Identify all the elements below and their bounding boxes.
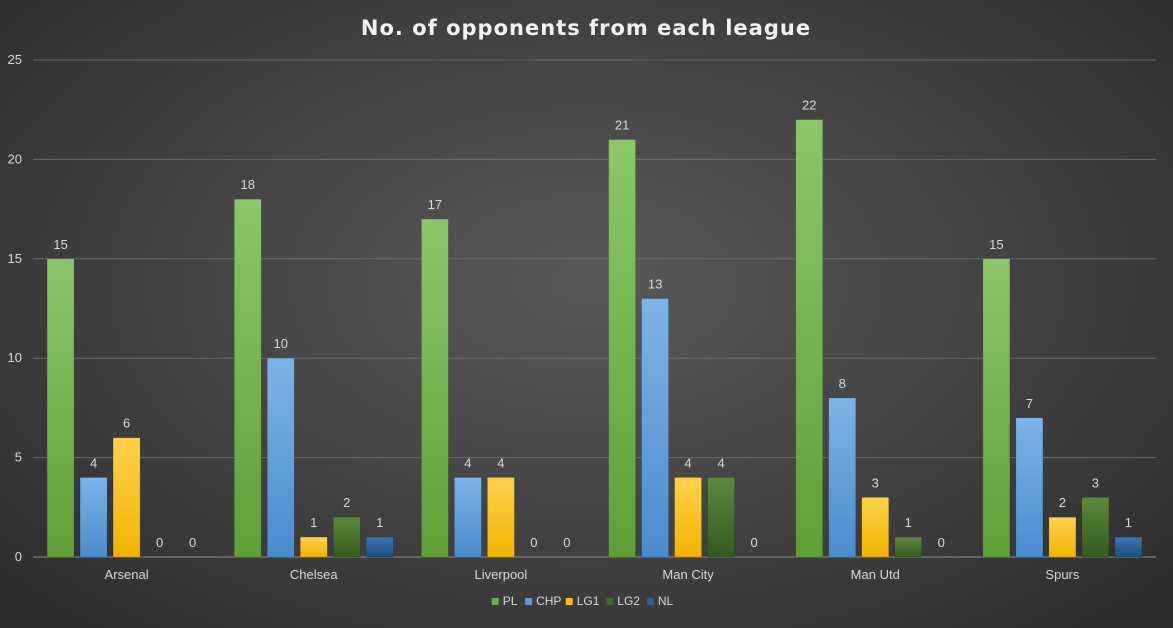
legend-label: NL [658, 594, 674, 608]
legend-item-lg2: LG2 [606, 594, 640, 608]
data-label: 0 [189, 535, 196, 550]
bar-pl-man-city [608, 139, 636, 558]
legend-item-nl: NL [646, 594, 674, 608]
legend-swatch [525, 598, 533, 605]
data-label: 1 [905, 515, 912, 530]
bar-lg2-man-utd [894, 536, 922, 558]
x-category-label: Arsenal [105, 567, 149, 582]
data-label: 4 [497, 455, 504, 470]
bar-chp-man-city [641, 298, 669, 558]
bar-chp-spurs [1015, 417, 1044, 558]
data-label: 0 [156, 535, 163, 550]
x-category-label: Chelsea [290, 567, 338, 582]
y-tick-label: 5 [15, 450, 22, 465]
data-label: 1 [1125, 515, 1132, 530]
bar-pl-arsenal [46, 258, 75, 558]
data-label: 0 [938, 535, 945, 550]
data-label: 15 [989, 237, 1003, 252]
y-tick-label: 25 [8, 52, 22, 67]
x-category-label: Spurs [1045, 567, 1079, 582]
legend-swatch [491, 598, 499, 605]
bar-chp-man-utd [828, 397, 856, 558]
bar-nl-chelsea [366, 536, 394, 558]
data-label: 17 [428, 197, 442, 212]
legend-swatch [565, 598, 573, 605]
y-tick-label: 15 [8, 251, 22, 266]
bar-chp-liverpool [454, 477, 482, 558]
legend-swatch [646, 598, 654, 605]
data-label: 3 [1092, 475, 1099, 490]
x-category-label: Liverpool [475, 567, 528, 582]
bar-lg2-man-city [707, 477, 735, 558]
bar-lg1-arsenal [112, 437, 141, 558]
bar-nl-spurs [1114, 536, 1143, 558]
legend-item-lg1: LG1 [565, 594, 600, 608]
legend-label: LG1 [577, 594, 600, 608]
data-label: 4 [684, 455, 691, 470]
bar-lg1-man-city [674, 477, 702, 558]
data-label: 8 [839, 376, 846, 391]
y-tick-label: 10 [8, 350, 22, 365]
data-label: 3 [872, 475, 879, 490]
data-label: 21 [615, 118, 629, 133]
x-category-label: Man City [662, 567, 714, 582]
data-label: 13 [648, 277, 662, 292]
bar-lg1-man-utd [861, 497, 889, 558]
data-label: 22 [802, 98, 816, 113]
bar-pl-chelsea [234, 198, 262, 558]
y-tick-label: 20 [8, 151, 22, 166]
data-label: 18 [241, 177, 255, 192]
data-label: 4 [464, 455, 471, 470]
bar-lg2-chelsea [333, 516, 361, 558]
data-label: 1 [310, 515, 317, 530]
data-label: 4 [90, 455, 97, 470]
bar-lg1-spurs [1048, 516, 1077, 558]
data-label: 2 [343, 495, 350, 510]
bar-lg2-spurs [1081, 497, 1110, 558]
data-label: 4 [717, 455, 724, 470]
x-axis-categories: Arsenal Chelsea Liverpool Man City Man Utd Sp… [105, 567, 1080, 582]
data-label: 6 [123, 416, 130, 431]
bar-lg1-liverpool [487, 477, 515, 558]
data-label: 7 [1026, 396, 1033, 411]
legend-label: PL [503, 594, 518, 608]
legend-item-chp: CHP [525, 594, 561, 608]
x-category-label: Man Utd [851, 567, 900, 582]
data-label: 0 [750, 535, 757, 550]
y-axis-ticks: 0 5 10 15 20 25 [8, 52, 22, 564]
legend: PL CHP LG1 LG2 NL [491, 594, 674, 608]
data-label: 1 [376, 515, 383, 530]
bar-pl-liverpool [421, 218, 449, 558]
data-label: 0 [563, 535, 570, 550]
gridlines [33, 59, 1156, 558]
bars [46, 119, 1143, 558]
bar-lg1-chelsea [300, 536, 328, 558]
bar-pl-man-utd [795, 119, 823, 558]
legend-label: CHP [536, 594, 561, 608]
legend-item-pl: PL [491, 594, 518, 608]
data-label: 2 [1059, 495, 1066, 510]
chart-title: No. of opponents from each league [361, 16, 811, 40]
data-label: 15 [53, 237, 67, 252]
legend-swatch [606, 598, 614, 605]
data-label: 10 [274, 336, 288, 351]
bar-pl-spurs [982, 258, 1011, 558]
data-label: 0 [530, 535, 537, 550]
legend-label: LG2 [617, 594, 640, 608]
bar-chp-arsenal [79, 477, 108, 558]
y-tick-label: 0 [15, 549, 22, 564]
bar-chp-chelsea [267, 357, 295, 558]
